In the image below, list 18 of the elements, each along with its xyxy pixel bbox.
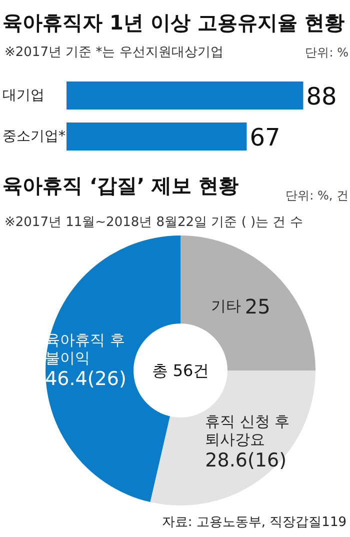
chart-subtitle: ※2017년 기준 *는 우선지원대상기업: [4, 45, 224, 60]
text: 단위: %, 건: [286, 188, 348, 202]
text: 총 56건: [152, 361, 210, 380]
data-label: 28.6(16): [205, 450, 286, 472]
chart-title: 육아휴직자 1년 이상 고용유지율 현황: [2, 10, 344, 34]
chart-subtitle: ※2017년 11월~2018년 8월22일 기준 ( )는 건 수: [4, 215, 303, 230]
chart-title: 육아휴직 ‘갑질’ 제보 현황: [2, 174, 239, 198]
text: 단위: %: [305, 46, 349, 60]
slice-label: 육아휴직 후 불이익: [45, 331, 125, 368]
data-label: 25: [244, 294, 270, 319]
y-tick-label: 대기업: [2, 88, 44, 104]
data-label: 46.4(26): [45, 368, 126, 390]
y-tick-label: 중소기업*: [2, 128, 66, 144]
slice-label: 기타: [210, 297, 241, 316]
text: 자료: 고용노동부, 직장갑질119: [162, 515, 347, 530]
data-label: 67: [250, 124, 280, 152]
data-label: 88: [306, 82, 337, 110]
slice-label: 휴직 신청 후 퇴사강요: [205, 412, 290, 449]
